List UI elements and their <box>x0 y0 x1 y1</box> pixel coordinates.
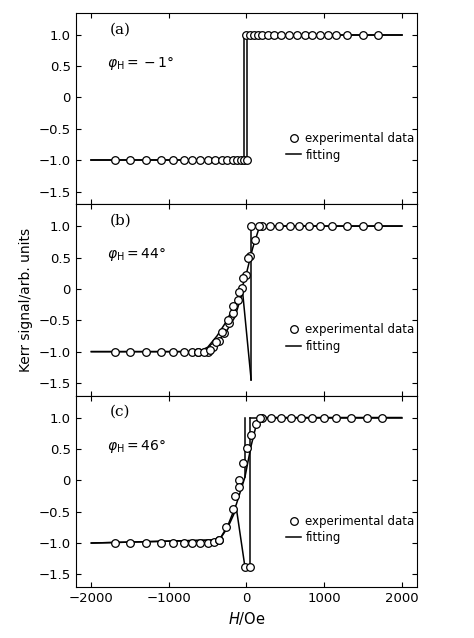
Text: (b): (b) <box>110 214 132 228</box>
Y-axis label: Kerr signal/arb. units: Kerr signal/arb. units <box>19 228 33 372</box>
Text: $\varphi_\mathrm{H} = 46°$: $\varphi_\mathrm{H} = 46°$ <box>107 438 166 455</box>
Legend: experimental data, fitting: experimental data, fitting <box>286 323 415 353</box>
Legend: experimental data, fitting: experimental data, fitting <box>286 132 415 161</box>
Text: $\varphi_\mathrm{H} = 44°$: $\varphi_\mathrm{H} = 44°$ <box>107 246 166 263</box>
X-axis label: $H$/Oe: $H$/Oe <box>228 611 265 627</box>
Text: (a): (a) <box>110 22 131 36</box>
Text: $\varphi_\mathrm{H} = -1°$: $\varphi_\mathrm{H} = -1°$ <box>107 55 174 72</box>
Text: (c): (c) <box>110 405 130 419</box>
Legend: experimental data, fitting: experimental data, fitting <box>286 515 415 544</box>
